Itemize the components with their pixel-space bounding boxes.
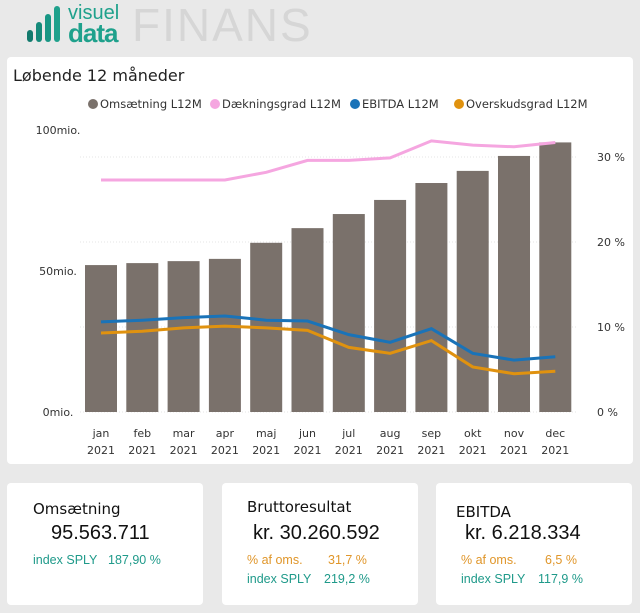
kpi-index-value: 117,9 % (538, 572, 583, 586)
bar-nov (498, 155, 530, 412)
bar-jul (332, 214, 365, 412)
kpi-index-value: 219,2 % (324, 572, 370, 586)
x-tick: apr (216, 427, 235, 440)
kpi-index-value: 187,90 % (108, 553, 161, 567)
x-tick-year: 2021 (541, 444, 569, 457)
kpi-title: Omsætning (33, 500, 121, 518)
kpi-value: kr. 6.218.334 (465, 522, 581, 544)
kpi-pct-value: 31,7 % (328, 553, 367, 567)
logo-text-bottom: data (68, 18, 118, 48)
y-right-tick: 0 % (597, 406, 618, 419)
x-tick-year: 2021 (459, 444, 487, 457)
kpi-index-label: index SPLY (461, 572, 526, 586)
x-tick: jun (298, 427, 316, 440)
header: visuel data FINANS (0, 0, 640, 51)
bar-jan (85, 265, 117, 412)
x-tick: dec (545, 427, 565, 440)
x-tick-year: 2021 (87, 444, 115, 457)
x-tick-year: 2021 (376, 444, 404, 457)
x-tick-year: 2021 (294, 444, 322, 457)
x-tick: jan (92, 427, 110, 440)
kpi-title: Bruttoresultat (247, 498, 352, 516)
logo-bars-icon (27, 6, 60, 42)
legend-item: Dækningsgrad L12M (222, 97, 341, 111)
kpi-pct-label: % af oms. (461, 553, 517, 567)
y-left-tick: 50mio. (39, 265, 77, 278)
kpi-pct-value: 6,5 % (545, 553, 577, 567)
kpi-value: 95.563.711 (51, 522, 150, 544)
kpi-value: kr. 30.260.592 (253, 522, 380, 544)
line-dækningsgrad-l12m (101, 139, 556, 182)
y-right-tick: 30 % (597, 151, 625, 164)
x-tick-year: 2021 (211, 444, 239, 457)
x-tick: jul (341, 427, 355, 440)
kpi-card-bruttoresultat (222, 483, 418, 605)
kpi-title: EBITDA (456, 503, 511, 521)
x-tick-year: 2021 (128, 444, 156, 457)
kpi-index-label: index SPLY (247, 572, 312, 586)
kpi-index-label: index SPLY (33, 553, 98, 567)
x-tick-year: 2021 (252, 444, 280, 457)
y-left-tick: 100mio. (36, 124, 81, 137)
line-ebitda-l12m (100, 314, 556, 362)
bar-mar (167, 261, 200, 412)
chart-title: Løbende 12 måneder (13, 66, 185, 85)
legend-marker (454, 99, 464, 109)
bar-dec (539, 142, 572, 412)
bar-feb (126, 263, 159, 412)
legend-item: Overskudsgrad L12M (466, 97, 588, 111)
y-right-tick: 20 % (597, 236, 625, 249)
bar-okt (456, 170, 489, 412)
x-tick-year: 2021 (500, 444, 528, 457)
legend-marker (350, 99, 360, 109)
kpi-pct-label: % af oms. (247, 553, 303, 567)
legend-item: EBITDA L12M (362, 97, 439, 111)
legend-item: Omsætning L12M (100, 97, 202, 111)
page-title: FINANS (132, 0, 313, 51)
bar-aug (374, 199, 407, 412)
x-tick: maj (256, 427, 277, 440)
x-tick: mar (173, 427, 195, 440)
x-tick: nov (504, 427, 525, 440)
x-tick: aug (380, 427, 401, 440)
y-right-tick: 10 % (597, 321, 625, 334)
bar-sep (415, 183, 448, 412)
y-left-tick: 0mio. (43, 406, 74, 419)
x-tick-year: 2021 (170, 444, 198, 457)
x-tick: sep (422, 427, 441, 440)
x-tick-year: 2021 (335, 444, 363, 457)
x-tick-year: 2021 (417, 444, 445, 457)
kpi-card-omsaetning (7, 483, 203, 605)
legend-marker (210, 99, 220, 109)
kpi-card-ebitda (436, 483, 632, 605)
bar-apr (208, 258, 241, 412)
x-tick: okt (464, 427, 482, 440)
logo-text-top: visuel (68, 2, 120, 24)
legend-marker (88, 99, 98, 109)
x-tick: feb (133, 427, 151, 440)
line-overskudsgrad-l12m (100, 324, 556, 376)
